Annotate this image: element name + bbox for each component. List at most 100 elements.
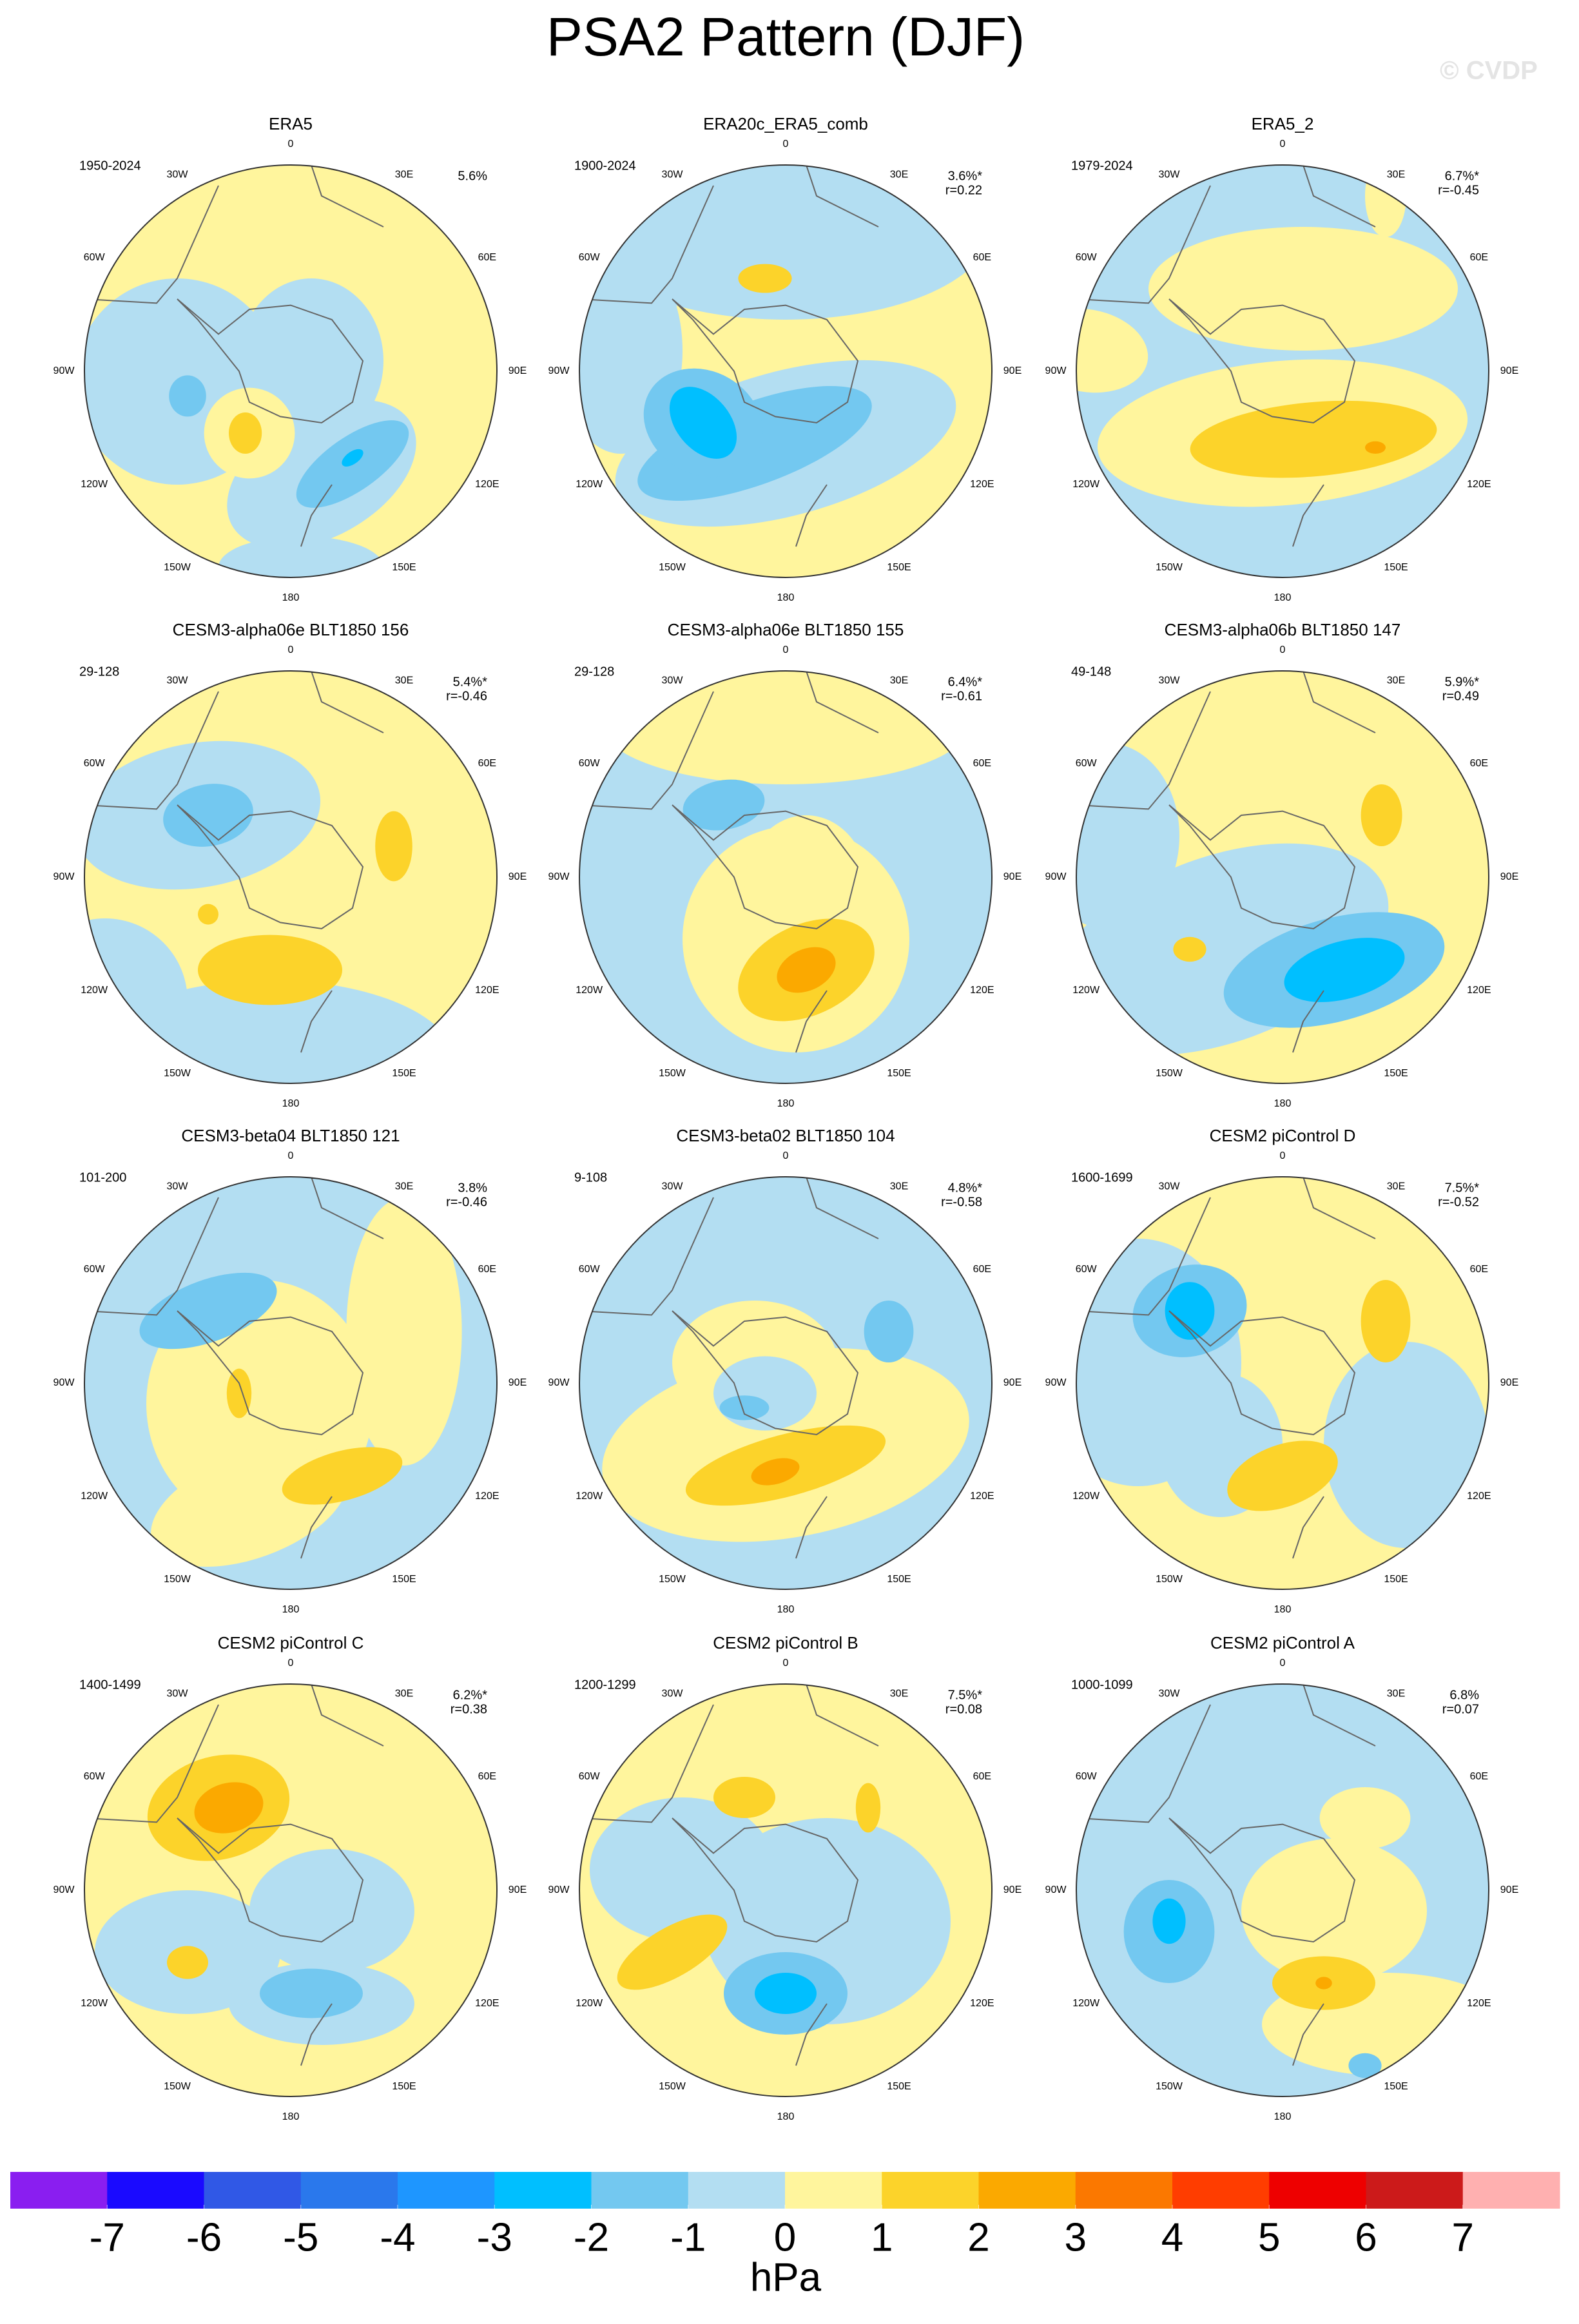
lon-label: 180 — [282, 2111, 300, 2122]
panel-r: r=-0.52 — [1438, 1195, 1479, 1209]
panel-period: 1600-1699 — [1071, 1170, 1133, 1185]
lon-label: 150E — [1384, 2081, 1408, 2092]
panel-r: r=0.08 — [945, 1702, 982, 1716]
colorbar-box — [1462, 2172, 1560, 2209]
lon-label: 60E — [973, 1771, 991, 1782]
panel-pct: 3.8% — [458, 1181, 487, 1195]
lon-label: 150W — [659, 1068, 686, 1079]
lon-label: 180 — [777, 1604, 795, 1615]
panel-period: 1400-1499 — [79, 1678, 141, 1692]
contour — [342, 449, 363, 467]
lon-label: 150W — [659, 562, 686, 573]
lon-label: 150E — [392, 2081, 416, 2092]
lon-label: 30E — [1387, 1688, 1405, 1699]
map-border — [1076, 1176, 1489, 1590]
lon-label: 120E — [1467, 985, 1491, 996]
map-fill — [84, 1684, 497, 2096]
panel-r: r=0.49 — [1442, 689, 1479, 703]
lon-label: 90E — [1500, 871, 1518, 882]
colorbar-label: -4 — [380, 2215, 415, 2260]
lon-label: 120W — [576, 985, 603, 996]
contour — [198, 934, 342, 1005]
map-fill — [84, 1177, 497, 1589]
panel-period: 1200-1299 — [574, 1678, 636, 1692]
lon-label: 0 — [1280, 1658, 1286, 1669]
lon-label: 120E — [475, 985, 499, 996]
contour — [1365, 441, 1386, 454]
figure-title: PSA2 Pattern (DJF) — [547, 6, 1025, 67]
map-panel: CESM2 piControl D 1600-1699 7.5%*r=-0.52 0 3… — [1045, 1126, 1519, 1615]
lon-label: 60W — [579, 252, 601, 263]
panel-pct: 7.5%* — [948, 1688, 983, 1702]
lon-label: 180 — [777, 592, 795, 603]
panel-title: CESM2 piControl B — [713, 1633, 858, 1652]
coastline — [672, 1817, 859, 1943]
lon-label: 120E — [970, 1491, 994, 1502]
colorbar-label: -7 — [90, 2215, 125, 2260]
map-fill — [1076, 1177, 1489, 1589]
panel-r: r=-0.46 — [446, 1195, 487, 1209]
lon-label: 120E — [475, 479, 499, 490]
map-fill — [579, 671, 992, 1083]
lon-label: 0 — [783, 644, 789, 655]
lon-label: 90E — [509, 1884, 527, 1895]
contour — [719, 1395, 770, 1420]
coastline — [672, 298, 859, 424]
map-panel: ERA5 1950-2024 5.6% 0 30E 60E 90E 120E 150E 180 15… — [53, 114, 527, 603]
lon-label: 150W — [164, 1574, 191, 1585]
panel-pct: 5.4%* — [453, 675, 488, 689]
panel-pct: 6.4%* — [948, 675, 983, 689]
lon-label: 150W — [164, 562, 191, 573]
lon-label: 90W — [53, 871, 75, 882]
lon-label: 120W — [1072, 1491, 1100, 1502]
contour — [683, 779, 765, 831]
lon-label: 60E — [1470, 1264, 1488, 1275]
panel-period: 101-200 — [79, 1170, 126, 1185]
lon-label: 120W — [1072, 985, 1100, 996]
panel-title: CESM3-beta02 BLT1850 104 — [676, 1126, 895, 1145]
lon-label: 30E — [890, 1688, 908, 1699]
contour — [169, 375, 206, 417]
contour — [346, 1197, 462, 1466]
contour — [1190, 400, 1437, 478]
contour — [738, 264, 792, 293]
lon-label: 150E — [1384, 562, 1408, 573]
panel-pct: 3.6%* — [948, 169, 983, 183]
lon-label: 30W — [1159, 675, 1181, 686]
lon-label: 150W — [1156, 1574, 1183, 1585]
contour — [84, 918, 188, 1083]
panel-pct: 6.7%* — [1445, 169, 1480, 183]
lon-label: 90W — [1045, 1377, 1067, 1388]
lon-label: 60W — [1076, 1264, 1098, 1275]
panel-pct: 4.8%* — [948, 1181, 983, 1195]
contour — [713, 1777, 775, 1818]
lon-label: 120W — [81, 1491, 108, 1502]
coastline — [84, 165, 384, 547]
colorbar-box — [1366, 2172, 1464, 2209]
contour — [249, 1849, 414, 1973]
coastline — [177, 1310, 364, 1436]
lon-label: 30E — [395, 1181, 413, 1192]
contour — [1324, 1342, 1489, 1548]
colorbar-label: 7 — [1452, 2215, 1474, 2260]
lon-label: 150E — [392, 562, 416, 573]
coastline — [177, 298, 364, 424]
lon-label: 30W — [662, 1181, 684, 1192]
lon-label: 90E — [509, 365, 527, 376]
map-border — [579, 1176, 993, 1590]
coastline — [579, 165, 879, 547]
coastline — [1076, 671, 1376, 1053]
map-fill — [1076, 671, 1489, 1083]
lon-label: 90W — [1045, 365, 1067, 376]
lon-label: 30E — [890, 1181, 908, 1192]
map-panel: CESM2 piControl A 1000-1099 6.8%r=0.07 0 30E… — [1045, 1633, 1519, 2122]
lon-label: 30W — [1159, 1688, 1181, 1699]
panel-period: 1950-2024 — [79, 159, 141, 173]
lon-label: 90W — [548, 1377, 570, 1388]
lon-label: 30W — [167, 169, 189, 180]
lon-label: 60E — [478, 1264, 496, 1275]
lon-label: 30E — [1387, 675, 1405, 686]
lon-label: 90E — [1500, 1377, 1518, 1388]
lon-label: 60W — [84, 252, 106, 263]
lon-label: 60W — [84, 758, 106, 769]
